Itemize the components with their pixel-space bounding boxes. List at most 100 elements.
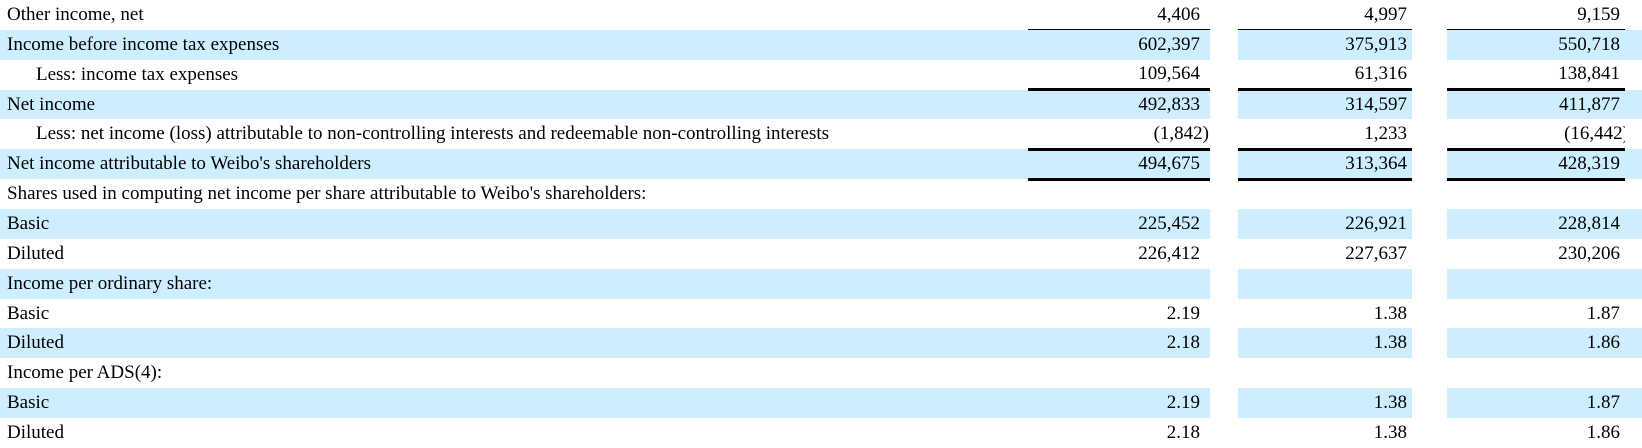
value-text: 138,841 (1558, 62, 1620, 84)
value-text: 602,397 (1138, 34, 1200, 56)
right-padding (1625, 119, 1642, 149)
value-cell: 230,206 (1447, 239, 1625, 269)
value-text: (1,842) (1153, 122, 1209, 144)
value-cell: 492,833 (1028, 89, 1210, 120)
value-cell: 494,675 (1028, 149, 1210, 181)
value-cell: 2.19 (1028, 299, 1210, 329)
column-gap (1412, 179, 1447, 209)
value-cell: 602,397 (1028, 29, 1210, 60)
column-gap (1412, 30, 1447, 60)
value-cell: 228,814 (1447, 209, 1625, 239)
value-text: 2.18 (1166, 422, 1200, 444)
value-cell: (1,842) (1028, 119, 1210, 151)
value-cell (1238, 268, 1412, 299)
value-cell: 1.38 (1238, 299, 1412, 329)
value-cell: 61,316 (1238, 59, 1412, 92)
value-cell: 109,564 (1028, 59, 1210, 92)
value-text: 225,452 (1138, 212, 1200, 234)
right-padding (1625, 358, 1642, 388)
value-cell: 2.18 (1028, 418, 1210, 448)
column-gap (1412, 90, 1447, 120)
table-row: Less: income tax expenses 109,564 61,316 13… (0, 59, 1642, 92)
value-cell: 4,406 (1028, 0, 1210, 31)
table-row: Income per ADS(4): (0, 358, 1642, 388)
right-padding (1625, 60, 1642, 90)
value-cell: 225,452 (1028, 209, 1210, 239)
right-padding (1625, 29, 1642, 60)
value-text: 375,913 (1345, 34, 1407, 56)
value-cell: 138,841 (1447, 59, 1625, 92)
value-text: 1.86 (1586, 332, 1620, 354)
row-label: Diluted (7, 242, 64, 264)
column-gap (1412, 119, 1447, 149)
right-padding (1625, 239, 1642, 269)
column-gap (1210, 269, 1238, 299)
row-label: Income before income tax expenses (0, 29, 1028, 60)
value-cell: 1.38 (1238, 328, 1412, 359)
value-text: 411,877 (1558, 94, 1620, 116)
column-gap (1412, 149, 1447, 179)
value-text: 1.38 (1373, 392, 1407, 414)
value-cell: 9,159 (1447, 0, 1625, 31)
value-cell: 428,319 (1447, 149, 1625, 181)
column-gap (1412, 358, 1447, 388)
table-row: Other income, net 4,406 4,997 9,159 (0, 0, 1642, 31)
value-text: 1.38 (1373, 332, 1407, 354)
value-text: 61,316 (1354, 62, 1407, 84)
table-row: Basic 2.19 1.38 1.87 (0, 388, 1642, 419)
value-cell: 1,233 (1238, 119, 1412, 151)
value-cell: 1.86 (1447, 418, 1625, 448)
row-label: Less: income tax expenses (36, 63, 239, 85)
value-text: 1.86 (1586, 422, 1620, 444)
column-gap (1210, 299, 1238, 329)
column-gap (1412, 328, 1447, 358)
value-text: 226,412 (1138, 242, 1200, 264)
row-label: Basic (7, 302, 50, 324)
right-padding (1625, 299, 1642, 329)
value-cell (1028, 358, 1210, 388)
column-gap (1210, 60, 1238, 90)
right-padding (1625, 209, 1642, 239)
value-cell (1447, 179, 1625, 209)
value-text: 4,997 (1364, 3, 1407, 25)
table-row: Net income attributable to Weibo's share… (0, 149, 1642, 181)
value-text: 1.38 (1373, 422, 1407, 444)
value-text: (16,442) (1564, 122, 1625, 144)
column-gap (1210, 358, 1238, 388)
row-label: Diluted (0, 328, 1028, 359)
column-gap (1210, 0, 1238, 30)
column-gap (1210, 90, 1238, 120)
value-cell: 226,921 (1238, 209, 1412, 239)
value-cell (1447, 268, 1625, 299)
row-label: Other income, net (7, 3, 144, 25)
value-cell: 313,364 (1238, 149, 1412, 181)
column-gap (1210, 119, 1238, 149)
right-padding (1625, 89, 1642, 120)
row-label: Diluted (7, 422, 64, 444)
right-padding (1625, 418, 1642, 448)
value-text: 2.19 (1166, 392, 1200, 414)
row-label: Net income (0, 89, 1028, 120)
value-text: 550,718 (1558, 34, 1620, 56)
value-text: 227,637 (1345, 242, 1407, 264)
value-text: 1.38 (1373, 302, 1407, 324)
value-cell: 1.86 (1447, 328, 1625, 359)
column-gap (1412, 60, 1447, 90)
value-text: 9,159 (1577, 3, 1620, 25)
right-padding (1625, 179, 1642, 209)
row-label: Less: net income (loss) attributable to … (36, 123, 830, 145)
table-row: Basic 2.19 1.38 1.87 (0, 299, 1642, 329)
value-text: 313,364 (1345, 153, 1407, 175)
value-cell (1028, 268, 1210, 299)
table-row: Income per ordinary share: (0, 268, 1642, 299)
value-text: 109,564 (1138, 62, 1200, 84)
value-cell: 411,877 (1447, 89, 1625, 120)
column-gap (1210, 209, 1238, 239)
row-label: Income per ADS(4): (7, 362, 163, 384)
column-gap (1210, 239, 1238, 269)
table-row: Diluted 2.18 1.38 1.86 (0, 328, 1642, 359)
column-gap (1210, 388, 1238, 418)
value-cell: 375,913 (1238, 29, 1412, 60)
value-text: 492,833 (1138, 94, 1200, 116)
